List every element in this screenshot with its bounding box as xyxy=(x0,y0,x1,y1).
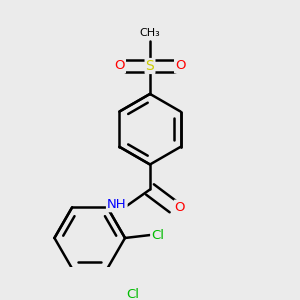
Text: O: O xyxy=(175,201,185,214)
Text: Cl: Cl xyxy=(126,288,139,300)
Text: S: S xyxy=(146,59,154,73)
Text: CH₃: CH₃ xyxy=(140,28,160,38)
Text: NH: NH xyxy=(107,198,127,211)
Text: O: O xyxy=(175,59,185,73)
Text: O: O xyxy=(115,59,125,73)
Text: Cl: Cl xyxy=(151,229,164,242)
